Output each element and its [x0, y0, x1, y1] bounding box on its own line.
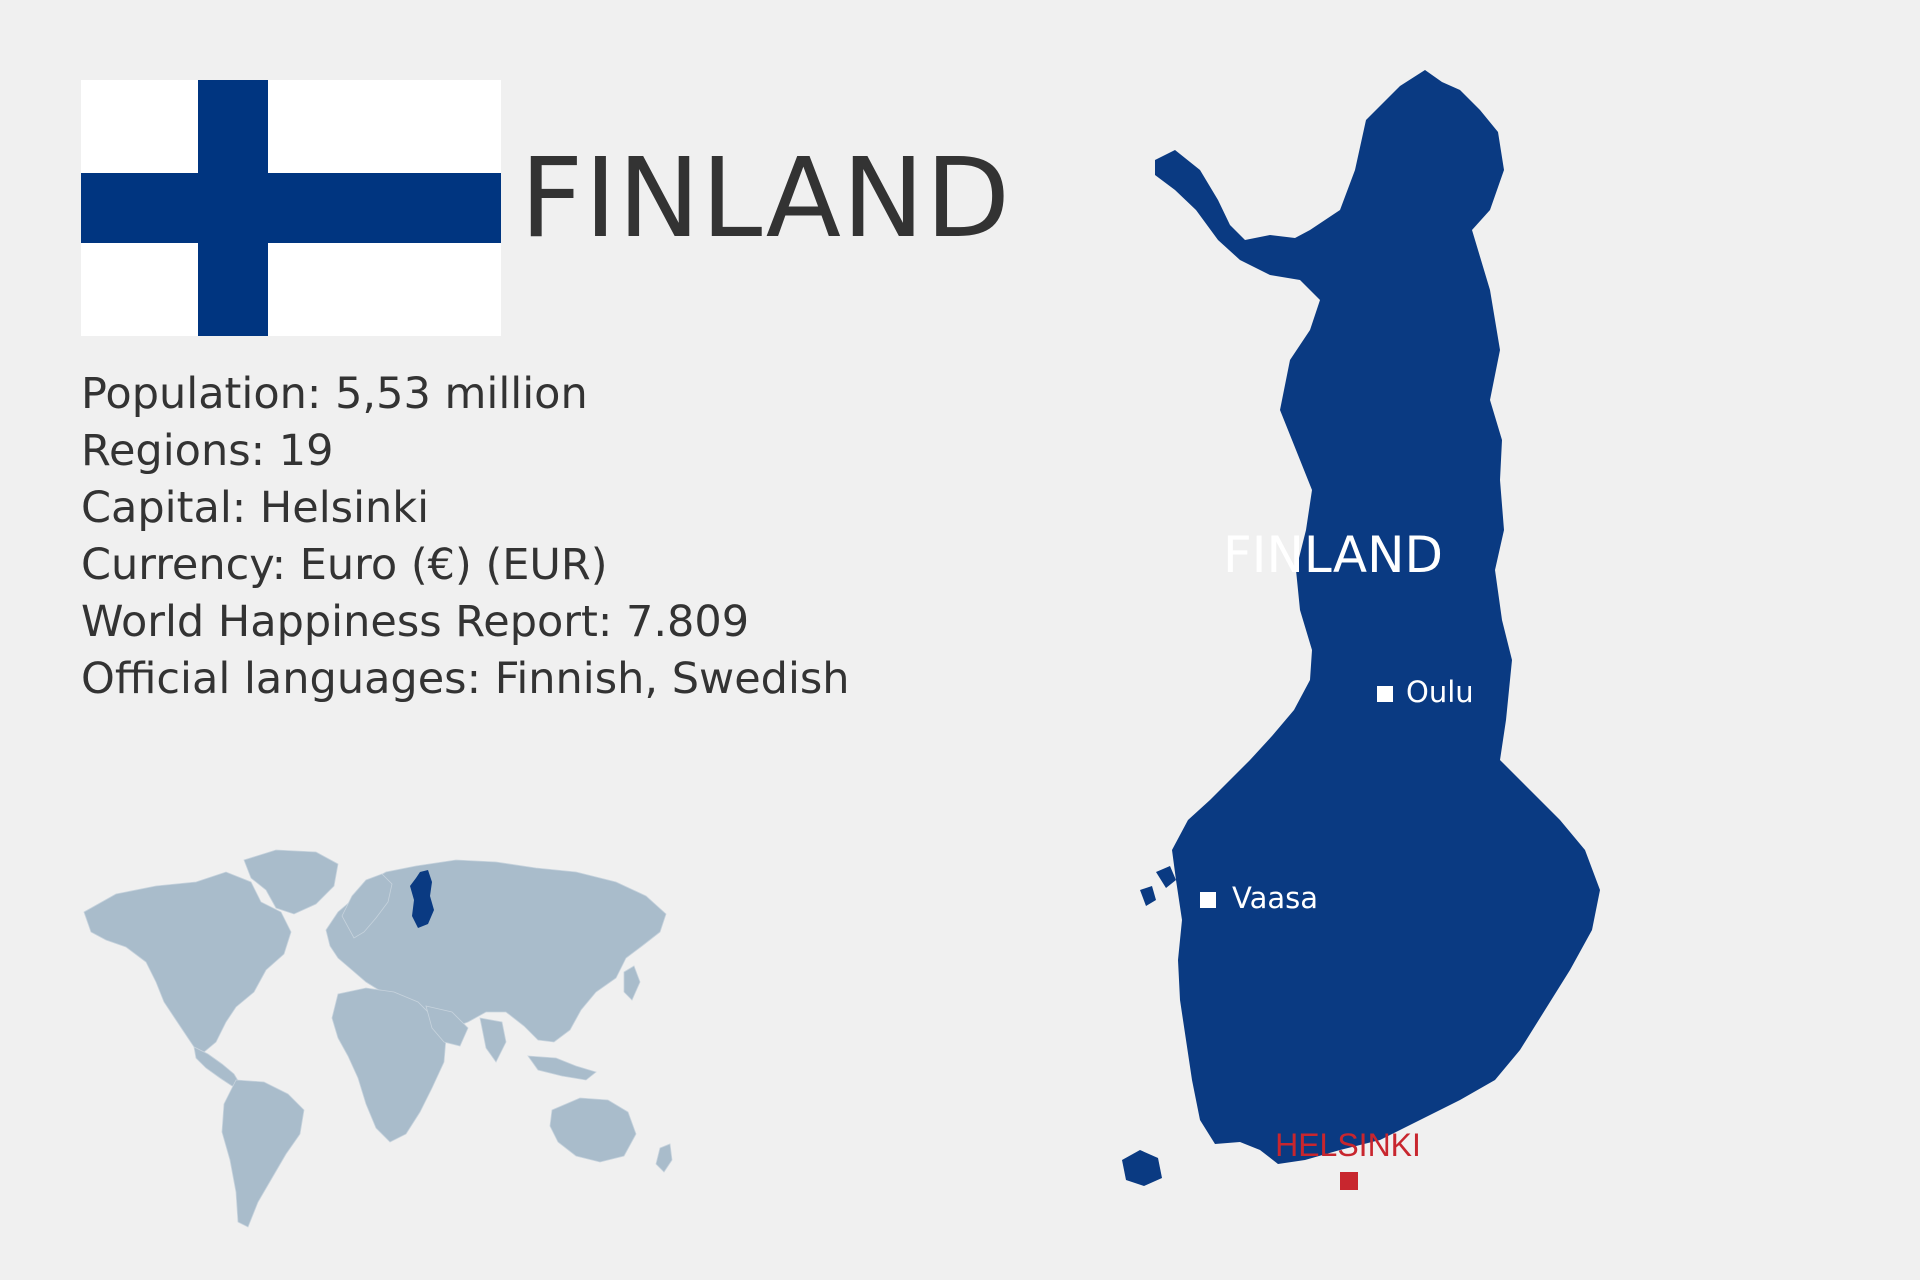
world-continents — [83, 849, 673, 1228]
fact-capital: Capital: Helsinki — [81, 483, 430, 533]
finland-flag-icon — [81, 80, 501, 336]
fact-happiness: World Happiness Report: 7.809 — [81, 597, 750, 647]
continent-central-america — [193, 1046, 241, 1087]
continent-south-asia — [425, 1005, 507, 1063]
page-title: FINLAND — [520, 134, 1012, 262]
city-label-oulu: Oulu — [1406, 675, 1474, 709]
continent-north-america — [83, 871, 292, 1053]
continent-south-america — [221, 1079, 305, 1228]
capital-marker-helsinki — [1340, 1172, 1358, 1190]
finland-islands-sw — [1122, 1150, 1162, 1186]
continent-africa — [331, 987, 447, 1143]
city-marker-oulu — [1377, 686, 1393, 702]
city-marker-vaasa — [1200, 892, 1216, 908]
continent-australia — [549, 1097, 637, 1163]
fact-currency: Currency: Euro (€) (EUR) — [81, 540, 608, 590]
finland-shape — [1155, 70, 1600, 1164]
continent-southeast-asia — [527, 1055, 597, 1081]
finland-islands-coast — [1140, 866, 1176, 906]
continent-new-zealand — [655, 1143, 673, 1173]
fact-languages: Official languages: Finnish, Swedish — [81, 654, 850, 704]
capital-label-helsinki: HELSINKI — [1275, 1127, 1421, 1163]
continent-japan — [623, 965, 641, 1001]
city-label-vaasa: Vaasa — [1232, 881, 1318, 915]
continent-scandinavia — [341, 873, 393, 939]
finland-highlight — [410, 870, 434, 928]
facts-list: Population: 5,53 million Regions: 19 Cap… — [81, 366, 850, 708]
world-map — [83, 849, 673, 1228]
flag-cross-horizontal — [81, 173, 501, 243]
map-country-label: FINLAND — [1223, 526, 1443, 584]
fact-regions: Regions: 19 — [81, 426, 334, 476]
fact-population: Population: 5,53 million — [81, 369, 588, 419]
finland-map: FINLAND Oulu Vaasa HELSINKI — [1122, 70, 1600, 1190]
continent-greenland — [243, 849, 339, 915]
